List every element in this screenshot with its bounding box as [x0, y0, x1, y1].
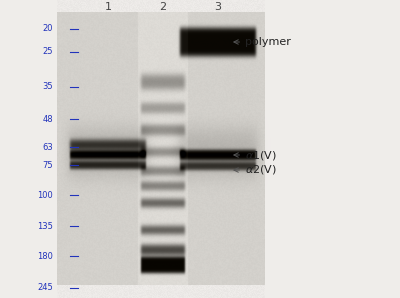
Text: 2: 2: [160, 2, 166, 12]
Text: 180: 180: [37, 252, 53, 260]
Text: 48: 48: [42, 115, 53, 124]
Text: $\alpha$1(V): $\alpha$1(V): [234, 148, 277, 162]
Text: 63: 63: [42, 143, 53, 152]
Text: 3: 3: [214, 2, 222, 12]
Text: 75: 75: [42, 161, 53, 170]
Text: 100: 100: [37, 191, 53, 200]
Text: 35: 35: [42, 82, 53, 91]
Text: 245: 245: [37, 283, 53, 292]
Text: 1: 1: [104, 2, 112, 12]
Text: 25: 25: [42, 47, 53, 56]
Text: polymer: polymer: [234, 37, 291, 47]
Text: 20: 20: [42, 24, 53, 33]
Text: $\alpha$2(V): $\alpha$2(V): [234, 164, 277, 176]
Text: 135: 135: [37, 222, 53, 231]
